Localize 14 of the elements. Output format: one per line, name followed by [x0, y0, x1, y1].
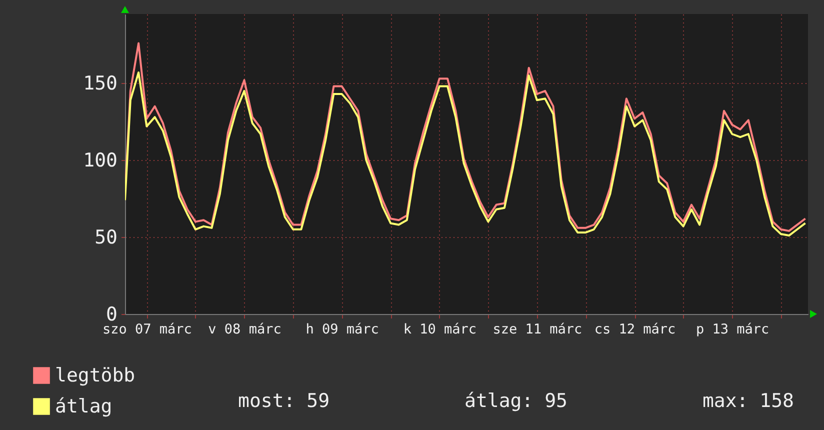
x-tick-label: cs 12 márc [594, 322, 676, 338]
text: most: 59 [238, 390, 330, 412]
legend-label: átlag [55, 396, 112, 418]
text: max: 158 [702, 390, 794, 412]
x-tick-label: v 08 márc [208, 322, 282, 338]
y-tick-label: 100 [83, 150, 118, 172]
y-tick-label: 50 [94, 226, 118, 249]
x-tick-label: p 13 márc [696, 322, 770, 338]
text: átlag: 95 [464, 390, 568, 412]
x-tick-label: k 10 márc [403, 322, 476, 338]
legend-label: legtöbb [55, 364, 136, 386]
x-tick-label: h 09 márc [306, 322, 379, 338]
y-tick-label: 150 [83, 72, 118, 95]
x-tick-label: sze 11 márc [492, 322, 582, 338]
